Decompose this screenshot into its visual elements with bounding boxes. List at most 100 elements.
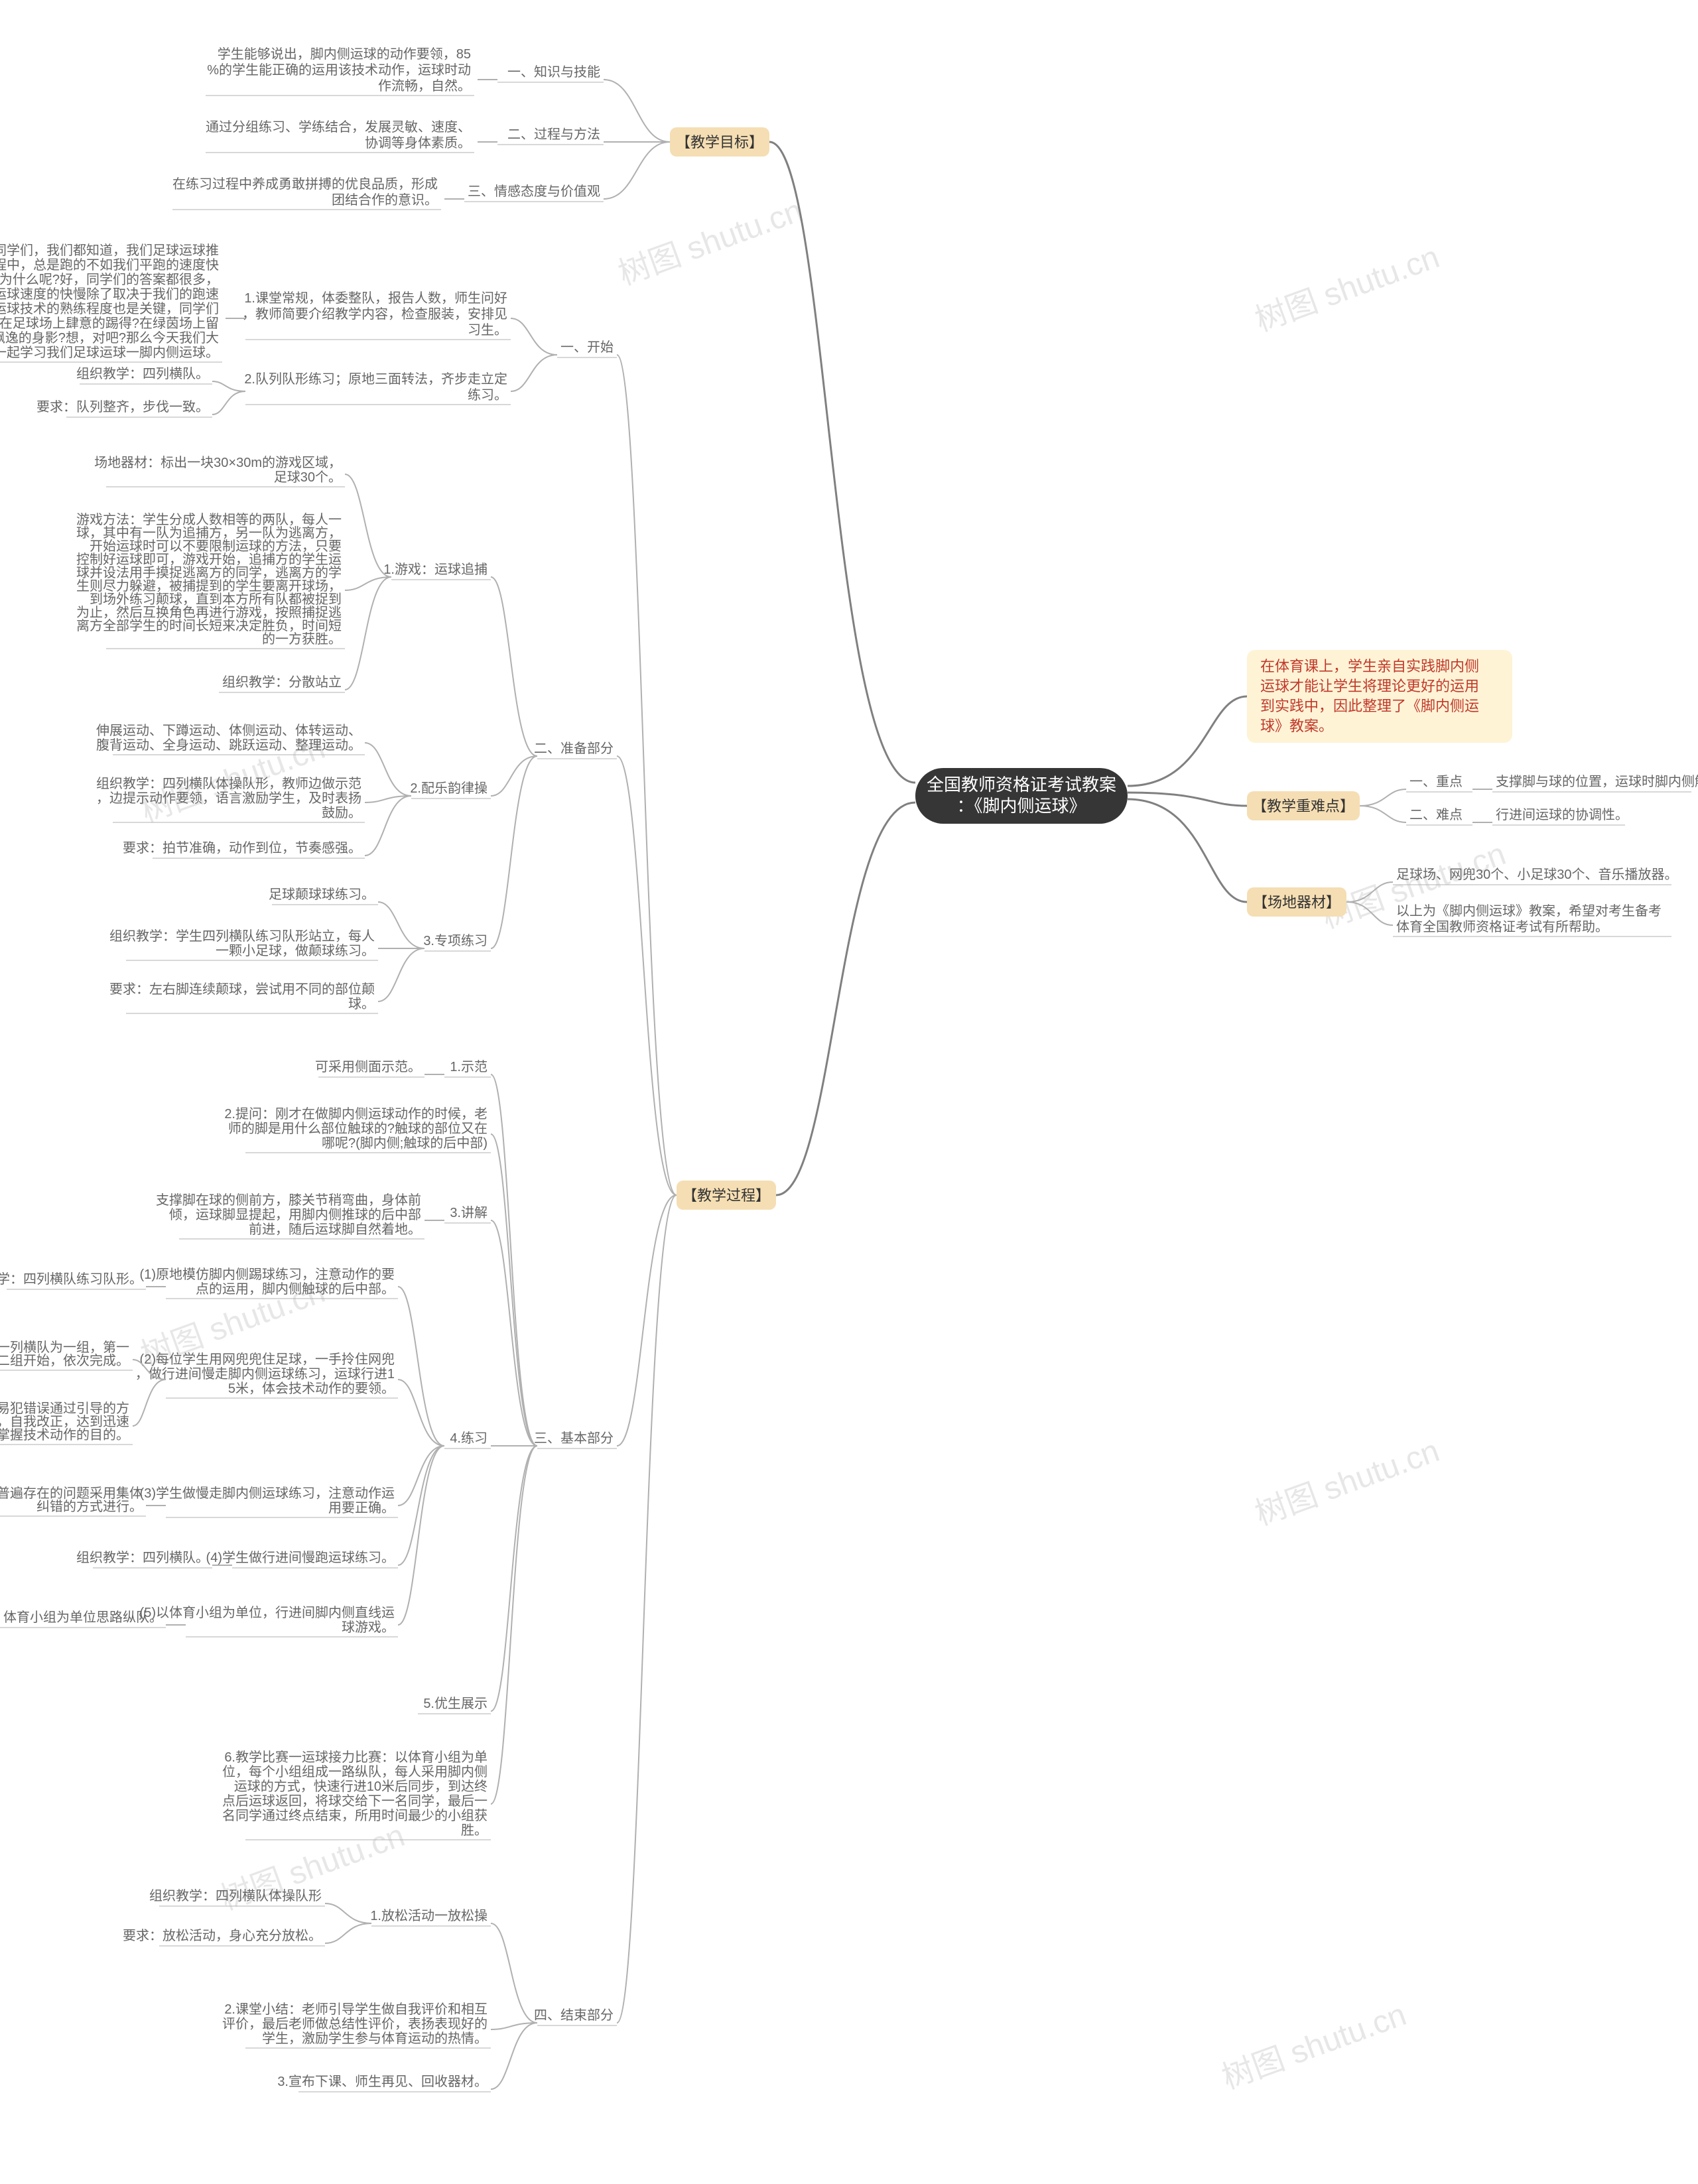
svg-text:导入：同学们，我们都知道，我们足球运球推: 导入：同学们，我们都知道，我们足球运球推 [0,243,219,258]
svg-text:生则尽力躲避，被捕提到的学生要离开球场，: 生则尽力躲避，被捕提到的学生要离开球场， [76,578,342,594]
svg-text:伸展运动、下蹲运动、体侧运动、体转运动、: 伸展运动、下蹲运动、体侧运动、体转运动、 [96,723,361,738]
keypoint-branch: 【教学重难点】 一、重点 支撑脚与球的位置，运球时脚内侧触球的部位。 二、难点 … [1247,774,1698,825]
svg-text:三、基本部分: 三、基本部分 [534,1431,614,1446]
svg-text:点的运用，脚内侧触球的后中部。: 点的运用，脚内侧触球的后中部。 [196,1281,395,1297]
svg-text:要求：拍节准确，动作到位，节奏感强。: 要求：拍节准确，动作到位，节奏感强。 [123,840,361,856]
svg-text:2.课堂小结：老师引导学生做自我评价和相互: 2.课堂小结：老师引导学生做自我评价和相互 [224,2002,488,2017]
svg-text:(5)以体育小组为单位，行进间脚内侧直线运: (5)以体育小组为单位，行进间脚内侧直线运 [140,1605,395,1620]
svg-text:想不想在足球场上肆意的踢得?在绿茵场上留: 想不想在足球场上肆意的踢得?在绿茵场上留 [0,316,219,331]
svg-text:离方全部学生的时间长短来决定胜负，时间短: 离方全部学生的时间长短来决定胜负，时间短 [76,618,342,633]
svg-text:练习。: 练习。 [468,387,507,403]
svg-text:纠错的方式进行。: 纠错的方式进行。 [36,1499,143,1514]
svg-text:腹背运动、全身运动、跳跃运动、整理运动。: 腹背运动、全身运动、跳跃运动、整理运动。 [96,738,361,753]
svg-text:组织教学：四列横队。: 组织教学：四列横队。 [76,366,209,381]
svg-text:要求：左右脚连续颠球，尝试用不同的部位颠: 要求：左右脚连续颠球，尝试用不同的部位颠 [109,982,375,997]
watermark: 树图 shutu.cn [1251,1433,1444,1532]
goal-branch: 【教学目标】 一、知识与技能 学生能够说出，脚内侧运球的动作要领，85 %的学生… [172,46,769,210]
svg-text:二、难点: 二、难点 [1409,807,1463,822]
svg-text:开始运球时可以不要限制运球的方法，只要: 开始运球时可以不要限制运球的方法，只要 [90,539,342,554]
svg-text:集体纠错：对于学生普遍存在的问题采用集体: 集体纠错：对于学生普遍存在的问题采用集体 [0,1486,143,1501]
svg-text:下我们飘逸的身影?想，对吧?那么今天我们大: 下我们飘逸的身影?想，对吧?那么今天我们大 [0,330,219,346]
svg-text:为止，然后互换角色再进行游戏，按照捕捉逃: 为止，然后互换角色再进行游戏，按照捕捉逃 [76,605,342,620]
svg-text:球》教案。: 球》教案。 [1260,718,1333,734]
svg-text:三、情感态度与价值观: 三、情感态度与价值观 [468,184,600,199]
svg-text:6.教学比赛一运球接力比赛：以体育小组为单: 6.教学比赛一运球接力比赛：以体育小组为单 [224,1750,488,1765]
svg-text:1.课堂常规，体委整队，报告人数，师生问好: 1.课堂常规，体委整队，报告人数，师生问好 [244,290,507,306]
svg-text:要求：放松活动，身心充分放松。: 要求：放松活动，身心充分放松。 [123,1928,322,1943]
svg-text:行进间运球的协调性。: 行进间运球的协调性。 [1496,807,1628,822]
svg-text:用要正确。: 用要正确。 [328,1500,395,1515]
svg-text:以上为《脚内侧运球》教案，希望对考生备考: 以上为《脚内侧运球》教案，希望对考生备考 [1396,903,1662,919]
svg-text:球并设法用手摸捉逃离方的同学，逃离方的学: 球并设法用手摸捉逃离方的同学，逃离方的学 [76,565,342,580]
svg-text:式，让学生能自己发现，自我改正，达到迅速: 式，让学生能自己发现，自我改正，达到迅速 [0,1414,129,1429]
svg-text:鼓励。: 鼓励。 [322,805,361,820]
svg-text:位，每个小组组成一路纵队，每人采用脚内侧: 位，每个小组组成一路纵队，每人采用脚内侧 [222,1764,488,1779]
svg-text:(3)学生做慢走脚内侧运球练习，注意动作运: (3)学生做慢走脚内侧运球练习，注意动作运 [140,1486,395,1501]
process-branch: 【教学过程】 一、开始 1.课堂常规，体委整队，报告人数，师生问好 ，教师简要介… [0,243,776,2092]
svg-text:1.放松活动一放松操: 1.放松活动一放松操 [370,1908,488,1923]
svg-text:%的学生能正确的运用该技术动作，运球时动: %的学生能正确的运用该技术动作，运球时动 [207,62,471,78]
svg-text:哪呢?(脚内侧;触球的后中部): 哪呢?(脚内侧;触球的后中部) [322,1135,488,1151]
svg-text:4.练习: 4.练习 [450,1431,488,1446]
svg-text:到场外练习颠球，直到本方所有队都被捉到: 到场外练习颠球，直到本方所有队都被捉到 [90,592,342,607]
center-node: 全国教师资格证考试教案 ：《脚内侧运球》 [915,768,1128,824]
svg-text:在练习过程中养成勇敢拼搏的优良品质，形成: 在练习过程中养成勇敢拼搏的优良品质，形成 [172,176,438,192]
svg-text:一、重点: 一、重点 [1409,774,1463,789]
svg-text:团结合作的意识。: 团结合作的意识。 [332,192,438,208]
svg-text:四、结束部分: 四、结束部分 [534,2008,614,2023]
svg-text:组织教学：四列横队。: 组织教学：四列横队。 [76,1550,209,1565]
watermark: 树图 shutu.cn [614,193,807,292]
svg-text:点后运球返回，将球交给下一名同学，最后一: 点后运球返回，将球交给下一名同学，最后一 [222,1793,488,1809]
svg-text:一颗小足球，做颠球练习。: 一颗小足球，做颠球练习。 [216,943,375,958]
svg-text:，教师简要介绍教学内容，检查服装，安排见: ，教师简要介绍教学内容，检查服装，安排见 [242,306,507,322]
svg-text:学生，激励学生参与体育运动的热情。: 学生，激励学生参与体育运动的热情。 [262,2031,488,2046]
svg-text:球，其中有一队为追捕方，另一队为逃离方，: 球，其中有一队为追捕方，另一队为逃离方， [76,525,342,541]
svg-text:运球的方式，快速行进10米后同步，到达终: 运球的方式，快速行进10米后同步，到达终 [234,1779,488,1794]
svg-text:，做行进间慢走脚内侧运球练习，运球行进1: ，做行进间慢走脚内侧运球练习，运球行进1 [135,1366,395,1381]
svg-text:掌握技术动作的目的。: 掌握技术动作的目的。 [0,1427,129,1443]
svg-text:之外，运球技术的熟练程度也是关键，同学们: 之外，运球技术的熟练程度也是关键，同学们 [0,301,219,316]
svg-text:2.队列队形练习；原地三面转法，齐步走立定: 2.队列队形练习；原地三面转法，齐步走立定 [244,371,507,387]
svg-text:3.专项练习: 3.专项练习 [423,933,488,948]
svg-text:运球才能让学生将理论更好的运用: 运球才能让学生将理论更好的运用 [1260,678,1479,694]
svg-text:组织教学：四列横队练习队形。: 组织教学：四列横队练习队形。 [0,1271,143,1287]
svg-text:纠错：对于技术动作的易犯错误通过引导的方: 纠错：对于技术动作的易犯错误通过引导的方 [0,1401,129,1416]
svg-text:【教学目标】: 【教学目标】 [676,134,763,151]
svg-text:支撑脚在球的侧前方，膝关节稍弯曲，身体前: 支撑脚在球的侧前方，膝关节稍弯曲，身体前 [156,1192,421,1208]
svg-text:胜。: 胜。 [461,1823,488,1838]
svg-text:场地器材：标出一块30×30m的游戏区域，: 场地器材：标出一块30×30m的游戏区域， [94,455,342,470]
svg-text:足球30个。: 足球30个。 [274,470,342,485]
svg-text:球游戏。: 球游戏。 [342,1620,395,1635]
svg-text:一、开始: 一、开始 [560,340,614,355]
svg-text:5米，体会技术动作的要领。: 5米，体会技术动作的要领。 [228,1381,395,1396]
svg-text:体育全国教师资格证考试有所帮助。: 体育全国教师资格证考试有所帮助。 [1396,919,1608,934]
svg-text:组织教学：体育小组为单位思路纵队。: 组织教学：体育小组为单位思路纵队。 [0,1610,163,1625]
svg-text:其实，运球速度的快慢除了取决于我们的跑速: 其实，运球速度的快慢除了取决于我们的跑速 [0,287,219,302]
svg-text:组织教学：四列横队体操队形: 组织教学：四列横队体操队形 [149,1888,322,1903]
svg-text:：《脚内侧运球》: ：《脚内侧运球》 [956,796,1086,816]
svg-text:足球场、网兜30个、小足球30个、音乐播放器。: 足球场、网兜30个、小足球30个、音乐播放器。 [1396,867,1678,882]
svg-text:【场地器材】: 【场地器材】 [1253,894,1340,911]
svg-text:要求：队列整齐，步伐一致。: 要求：队列整齐，步伐一致。 [36,399,209,415]
svg-text:评价，最后老师做总结性评价，表扬表现好的: 评价，最后老师做总结性评价，表扬表现好的 [222,2016,488,2031]
svg-text:组织教学：四列横队体操队形，教师边做示范: 组织教学：四列横队体操队形，教师边做示范 [96,776,361,791]
svg-text:名同学通过终点结束，所用时间最少的小组获: 名同学通过终点结束，所用时间最少的小组获 [222,1808,488,1823]
svg-text:协调等身体素质。: 协调等身体素质。 [365,135,471,151]
svg-text:【教学过程】: 【教学过程】 [683,1187,770,1204]
svg-text:足球颠球球练习。: 足球颠球球练习。 [269,887,375,902]
svg-text:(4)学生做行进间慢跑运球练习。: (4)学生做行进间慢跑运球练习。 [206,1550,395,1565]
svg-text:5.优生展示: 5.优生展示 [423,1696,488,1711]
svg-text:在体育课上，学生亲自实践脚内侧: 在体育课上，学生亲自实践脚内侧 [1260,658,1479,674]
svg-text:3.讲解: 3.讲解 [450,1205,488,1220]
svg-text:(2)每位学生用网兜兜住足球，一手拎住网兜: (2)每位学生用网兜兜住足球，一手拎住网兜 [140,1352,395,1367]
svg-text:二、过程与方法: 二、过程与方法 [507,127,600,142]
svg-text:游戏方法：学生分成人数相等的两队，每人一: 游戏方法：学生分成人数相等的两队，每人一 [76,512,342,527]
svg-text:师的脚是用什么部位触球的?触球的部位又在: 师的脚是用什么部位触球的?触球的部位又在 [228,1121,488,1136]
svg-text:到实践中，因此整理了《脚内侧运: 到实践中，因此整理了《脚内侧运 [1260,698,1479,714]
svg-text:组织教学：学生四列横队练习队形站立，每人: 组织教学：学生四列横队练习队形站立，每人 [109,929,375,944]
svg-text:2.提问：刚才在做脚内侧运球动作的时候，老: 2.提问：刚才在做脚内侧运球动作的时候，老 [224,1106,488,1122]
svg-text:一、知识与技能: 一、知识与技能 [507,64,600,80]
svg-text:，边提示动作要领，语言激励学生，及时表扬: ，边提示动作要领，语言激励学生，及时表扬 [96,791,361,806]
svg-text:控制好运球即可，游戏开始，追捕方的学生运: 控制好运球即可，游戏开始，追捕方的学生运 [76,552,342,567]
svg-text:(1)原地模仿脚内侧踢球练习，注意动作的要: (1)原地模仿脚内侧踢球练习，注意动作的要 [140,1267,395,1282]
